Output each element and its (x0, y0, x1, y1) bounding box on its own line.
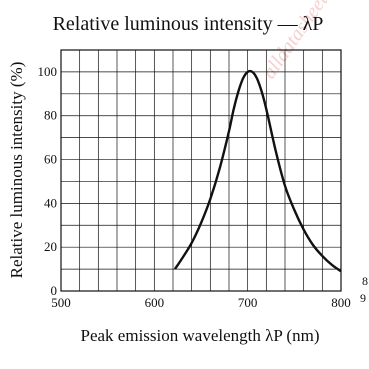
x-axis-label: Peak emission wavelength λP (nm) (81, 326, 320, 345)
x-tick-label: 800 (331, 295, 351, 310)
x-tick-label: 600 (145, 295, 165, 310)
y-tick-label: 0 (51, 283, 58, 298)
y-tick-label: 40 (44, 195, 57, 210)
grid (61, 50, 341, 291)
x-tick-labels: 500 600 700 800 (51, 295, 351, 310)
y-tick-label: 20 (44, 239, 57, 254)
y-tick-label: 80 (44, 108, 57, 123)
plot-frame (60, 49, 342, 292)
y-axis-label: Relative luminous intensity (%) (7, 62, 26, 279)
y-tick-label: 60 (44, 152, 57, 167)
edge-mark-2: 9 (360, 291, 366, 305)
chart-title: Relative luminous intensity — λP (53, 13, 324, 35)
series-line (173, 69, 342, 273)
x-tick-label: 700 (238, 295, 258, 310)
y-tick-labels: 0 20 40 60 80 100 (38, 64, 58, 298)
x-tick-label: 500 (51, 295, 71, 310)
edge-mark-1: 8 (362, 274, 368, 288)
y-tick-label: 100 (38, 64, 58, 79)
